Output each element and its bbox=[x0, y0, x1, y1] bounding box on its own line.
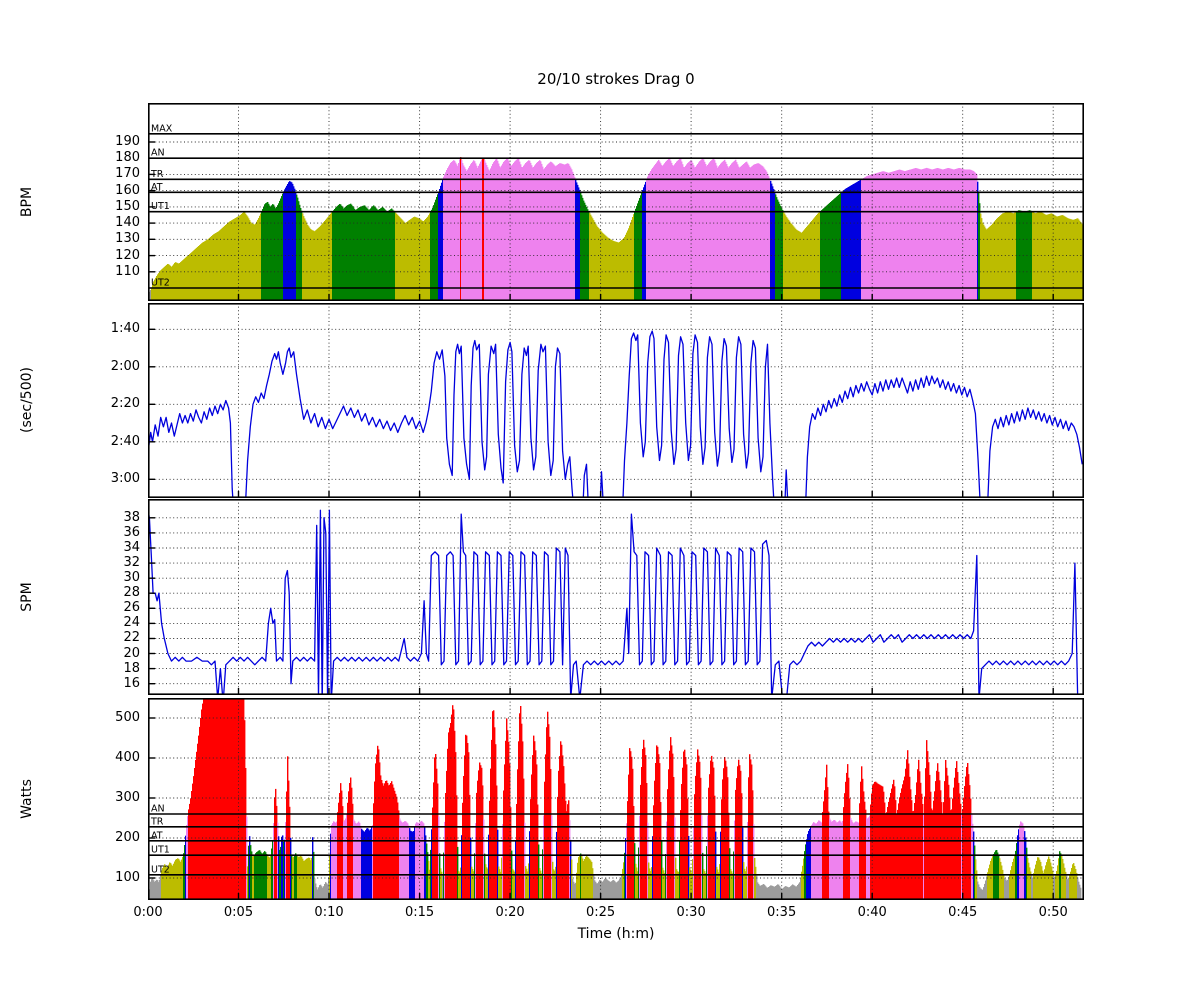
zone-label-tr: TR bbox=[150, 816, 164, 827]
y-tick-label: 190 bbox=[115, 133, 140, 149]
y-tick-label: 3:00 bbox=[110, 471, 140, 487]
zone-label-at: AT bbox=[151, 182, 163, 193]
zone-label-an: AN bbox=[151, 804, 165, 815]
pace-line bbox=[148, 330, 1083, 498]
y-tick-label: 110 bbox=[115, 263, 140, 279]
y-axis-label-watts: Watts bbox=[19, 779, 35, 819]
y-tick-label: 170 bbox=[115, 166, 140, 182]
zone-label-ut2: UT2 bbox=[151, 864, 170, 875]
x-tick-label: 0:10 bbox=[314, 905, 344, 920]
y-tick-label: 140 bbox=[115, 215, 140, 231]
x-tick-label: 0:00 bbox=[133, 905, 163, 920]
chart-title: 20/10 strokes Drag 0 bbox=[537, 70, 695, 88]
y-axis-label-spm: SPM bbox=[19, 582, 35, 612]
zone-label-an: AN bbox=[151, 148, 165, 159]
x-tick-label: 0:35 bbox=[767, 905, 797, 920]
y-tick-label: 28 bbox=[123, 585, 140, 601]
y-tick-label: 2:40 bbox=[110, 433, 140, 449]
heart-rate-plot: MAX AN TR AT UT1 UT2 bbox=[148, 103, 1084, 301]
zone-label-max: MAX bbox=[151, 123, 173, 134]
y-tick-label: 18 bbox=[123, 660, 140, 676]
y-tick-label: 300 bbox=[115, 790, 140, 805]
y-tick-label: 30 bbox=[123, 570, 140, 586]
zone-label-ut1: UT1 bbox=[151, 845, 170, 856]
y-tick-label: 150 bbox=[115, 198, 140, 214]
x-tick-label: 0:05 bbox=[223, 905, 254, 920]
y-axis-label-bpm: BPM bbox=[19, 186, 35, 218]
y-tick-label: 180 bbox=[115, 150, 140, 166]
y-tick-label: 120 bbox=[115, 247, 140, 263]
y-tick-label: 26 bbox=[123, 600, 140, 616]
y-tick-label: 2:20 bbox=[110, 396, 140, 412]
x-tick-label: 0:30 bbox=[676, 905, 706, 920]
y-tick-label: 400 bbox=[115, 750, 140, 765]
zone-label-at: AT bbox=[151, 830, 163, 841]
y-tick-label: 34 bbox=[123, 540, 140, 555]
y-tick-label: 36 bbox=[123, 524, 140, 540]
y-tick-label: 20 bbox=[123, 645, 140, 661]
cadence-plot bbox=[148, 499, 1084, 695]
x-tick-label: 0:20 bbox=[495, 905, 525, 920]
cadence-line bbox=[148, 509, 1079, 695]
y-tick-label: 24 bbox=[123, 615, 140, 631]
y-tick-label: 2:00 bbox=[110, 358, 140, 374]
y-tick-label: 130 bbox=[115, 231, 140, 247]
x-axis-label: Time (h:m) bbox=[577, 926, 655, 942]
y-tick-label: 38 bbox=[123, 509, 140, 525]
y-tick-label: 500 bbox=[115, 710, 140, 725]
y-tick-label: 160 bbox=[115, 182, 140, 198]
y-tick-label: 200 bbox=[115, 830, 140, 845]
x-tick-label: 0:25 bbox=[586, 905, 616, 920]
y-axis-label-pace: (sec/500) bbox=[19, 367, 35, 433]
y-tick-label: 100 bbox=[115, 870, 140, 885]
zone-label-tr: TR bbox=[150, 169, 164, 180]
y-tick-label: 16 bbox=[123, 675, 140, 691]
y-tick-label: 32 bbox=[123, 555, 140, 571]
x-tick-label: 0:45 bbox=[948, 905, 978, 920]
zone-label-ut1: UT1 bbox=[151, 201, 170, 212]
x-tick-label: 0:50 bbox=[1038, 905, 1068, 920]
y-tick-label: 1:40 bbox=[110, 321, 140, 337]
x-tick-label: 0:15 bbox=[404, 905, 435, 920]
y-tick-label: 22 bbox=[123, 630, 140, 646]
pace-plot bbox=[148, 303, 1084, 498]
x-tick-label: 0:40 bbox=[857, 905, 887, 920]
zone-label-ut2: UT2 bbox=[151, 278, 170, 289]
